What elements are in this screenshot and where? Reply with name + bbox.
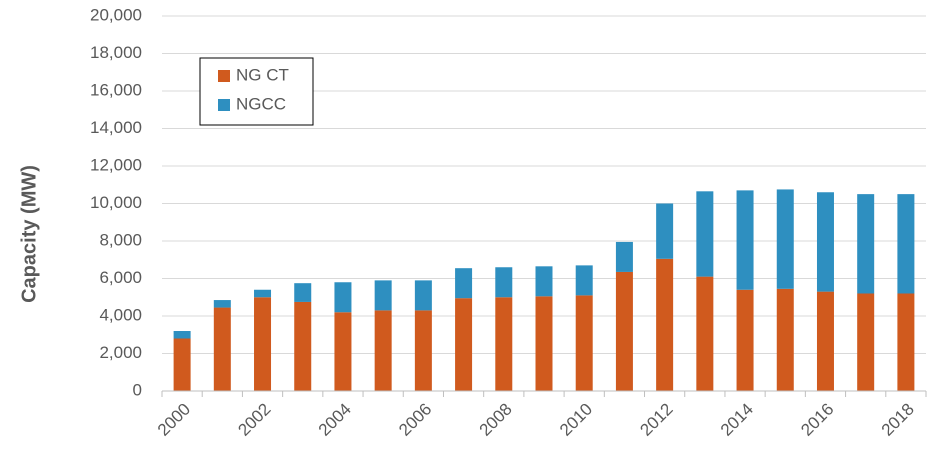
bar-segment: [495, 297, 513, 391]
y-tick-label: 20,000: [90, 5, 142, 24]
bar-segment: [615, 271, 633, 391]
bar-segment: [575, 265, 593, 296]
x-tick-label: 2016: [797, 400, 837, 440]
bar-segment: [857, 194, 875, 294]
y-axis-label: Capacity (MW): [18, 165, 40, 303]
legend-swatch: [218, 99, 230, 111]
bar-segment: [495, 267, 513, 298]
bar-segment: [374, 310, 392, 391]
bar-segment: [254, 289, 272, 298]
bar-segment: [736, 289, 754, 391]
bar-segment: [213, 300, 231, 308]
x-tick-label: 2012: [636, 400, 676, 440]
bar-segment: [294, 283, 312, 302]
bar-segment: [897, 293, 915, 391]
y-tick-label: 2,000: [99, 343, 142, 362]
y-tick-label: 8,000: [99, 230, 142, 249]
bar-segment: [254, 297, 272, 391]
y-tick-label: 10,000: [90, 193, 142, 212]
bar-segment: [857, 293, 875, 391]
bar-segment: [776, 288, 794, 391]
x-tick-label: 2004: [315, 400, 355, 440]
bar-segment: [294, 301, 312, 391]
bar-segment: [334, 312, 352, 391]
y-tick-label: 16,000: [90, 80, 142, 99]
legend-label: NGCC: [236, 94, 286, 113]
bar-segment: [696, 276, 714, 391]
y-tick-label: 6,000: [99, 268, 142, 287]
x-tick-label: 2000: [154, 400, 194, 440]
bar-segment: [656, 203, 674, 259]
y-tick-label: 18,000: [90, 43, 142, 62]
x-tick-label: 2018: [878, 400, 918, 440]
y-tick-label: 0: [133, 380, 142, 399]
bar-segment: [535, 266, 553, 297]
bar-segment: [696, 191, 714, 277]
legend-box: [199, 57, 314, 126]
legend-swatch: [218, 70, 230, 82]
legend-label: NG CT: [236, 65, 289, 84]
x-tick-label: 2008: [476, 400, 516, 440]
x-tick-label: 2006: [395, 400, 435, 440]
bar-segment: [897, 194, 915, 294]
x-tick-label: 2002: [234, 400, 274, 440]
bar-segment: [414, 310, 432, 391]
bar-segment: [213, 307, 231, 391]
bar-segment: [575, 295, 593, 391]
bar-segment: [455, 268, 473, 299]
bar-segment: [374, 280, 392, 311]
bar-segment: [816, 291, 834, 391]
bar-segment: [334, 282, 352, 313]
bar-segment: [736, 190, 754, 290]
bar-segment: [455, 298, 473, 391]
bar-segment: [414, 280, 432, 311]
bar-segment: [816, 192, 834, 292]
bar-segment: [173, 338, 191, 391]
y-tick-label: 14,000: [90, 118, 142, 137]
y-tick-label: 4,000: [99, 305, 142, 324]
bar-segment: [615, 241, 633, 272]
bar-segment: [656, 258, 674, 391]
bar-segment: [776, 189, 794, 289]
y-tick-label: 12,000: [90, 155, 142, 174]
bar-segment: [535, 296, 553, 391]
x-tick-label: 2010: [556, 400, 596, 440]
x-tick-label: 2014: [717, 400, 757, 440]
bar-segment: [173, 331, 191, 339]
